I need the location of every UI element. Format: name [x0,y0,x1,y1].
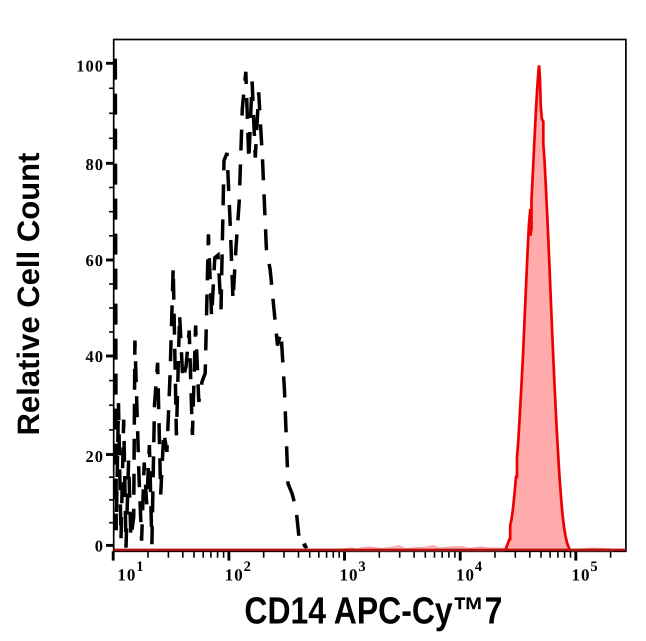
svg-text:60: 60 [86,251,105,270]
svg-text:10: 10 [117,566,136,585]
svg-text:0: 0 [95,537,104,556]
svg-text:80: 80 [86,155,105,174]
svg-text:1: 1 [136,559,143,575]
svg-text:10: 10 [225,566,244,585]
svg-text:3: 3 [358,559,365,575]
svg-text:40: 40 [86,347,105,366]
svg-text:5: 5 [590,559,597,575]
svg-text:100: 100 [76,56,104,75]
svg-text:4: 4 [475,559,482,575]
svg-text:2: 2 [244,559,251,575]
svg-text:Relative Cell Count: Relative Cell Count [11,153,46,436]
svg-text:10: 10 [456,566,475,585]
svg-text:10: 10 [340,566,359,585]
svg-text:10: 10 [572,566,591,585]
svg-text:20: 20 [86,447,105,466]
svg-text:CD14 APC-Cy™7: CD14 APC-Cy™7 [244,590,502,632]
